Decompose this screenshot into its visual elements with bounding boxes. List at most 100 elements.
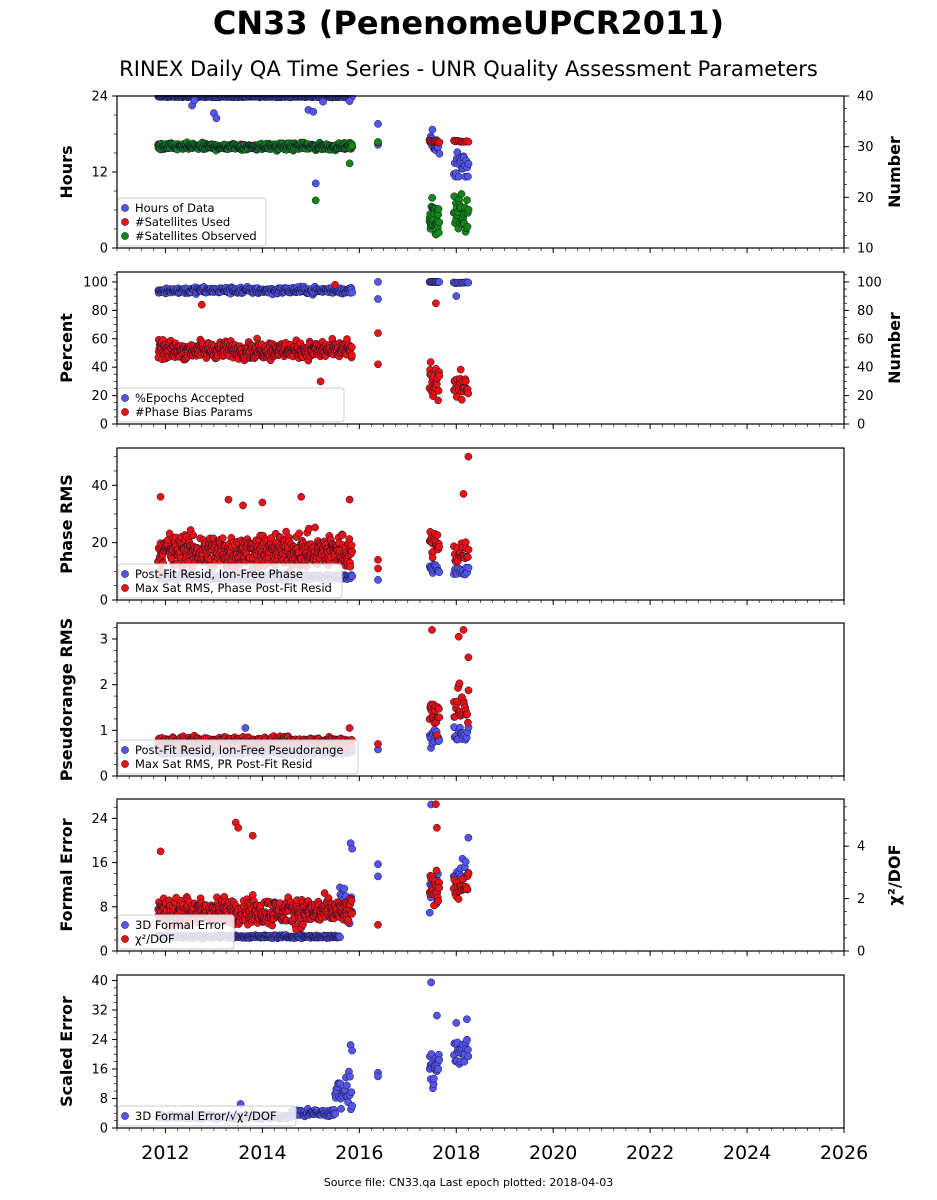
legend-marker [121, 204, 129, 212]
data-point [435, 149, 444, 158]
y-axis-label: Phase RMS [57, 474, 76, 574]
data-point [459, 626, 468, 634]
y-tick-label: 20 [91, 389, 108, 404]
legend-label: Max Sat RMS, PR Post-Fit Resid [135, 757, 312, 771]
data-point [316, 377, 325, 386]
legend-label: Post-Fit Resid, Ion-Free Phase [135, 567, 303, 581]
data-point [348, 351, 356, 360]
right-y-tick-label: 0 [857, 418, 865, 433]
y-tick-label: 60 [91, 332, 108, 347]
data-point [464, 553, 472, 561]
legend-label: %Epochs Accepted [135, 391, 244, 405]
data-point [456, 365, 465, 374]
data-point [464, 389, 473, 398]
data-point [428, 626, 436, 634]
data-point [464, 278, 473, 287]
series-green [154, 138, 473, 239]
right-y-tick-label: 80 [857, 304, 874, 319]
right-y-tick-label: 40 [857, 90, 874, 105]
legend: %Epochs Accepted#Phase Bias Params [117, 387, 345, 423]
y-tick-label: 100 [83, 275, 108, 290]
legend-marker [121, 760, 129, 768]
right-y-tick-label: 20 [857, 389, 874, 404]
data-point [311, 196, 320, 205]
y-tick-label: 24 [91, 90, 108, 105]
page-subtitle: RINEX Daily QA Time Series - UNR Quality… [119, 57, 818, 81]
data-point [374, 360, 382, 369]
data-point [190, 96, 199, 105]
data-point [311, 179, 320, 188]
panel-1: 020406080100Percent020406080100Number%Ep… [57, 271, 904, 433]
data-point [374, 278, 382, 286]
data-point [336, 933, 344, 942]
legend-marker [121, 584, 129, 592]
panel-3-points [154, 626, 473, 759]
legend-marker [121, 218, 129, 226]
data-point [258, 498, 267, 507]
data-point [428, 553, 437, 562]
data-point [239, 501, 247, 510]
data-point [434, 386, 443, 395]
y-axis-label: Pseudorange RMS [57, 618, 76, 781]
legend-label: Max Sat RMS, Phase Post-Fit Resid [135, 581, 332, 595]
data-point [345, 495, 354, 504]
data-point [156, 492, 165, 501]
data-point [348, 288, 357, 297]
data-point [454, 632, 463, 641]
data-point [425, 908, 434, 917]
data-point [374, 295, 382, 303]
data-point [433, 731, 441, 740]
data-point [433, 531, 442, 539]
data-point [464, 718, 472, 727]
data-point [435, 278, 444, 286]
data-point [374, 564, 382, 573]
y-tick-label: 80 [91, 304, 108, 319]
data-point [455, 679, 464, 688]
data-point [374, 740, 382, 748]
data-point [459, 490, 468, 498]
data-point [432, 299, 440, 308]
right-y-tick-label: 100 [857, 275, 882, 290]
legend-marker [121, 232, 129, 240]
data-point [374, 555, 382, 564]
y-tick-label: 40 [91, 479, 108, 494]
y-tick-label: 0 [100, 242, 108, 257]
data-point [345, 97, 354, 105]
data-point [461, 857, 470, 866]
data-point [374, 120, 382, 128]
data-point [340, 884, 349, 893]
legend-label: #Phase Bias Params [135, 405, 253, 419]
right-y-axis-label: Number [885, 312, 904, 384]
data-point [463, 196, 471, 204]
data-point [435, 568, 444, 577]
page-title: CN33 (PenenomeUPCR2011) [212, 4, 725, 42]
data-point [435, 543, 444, 551]
legend-box [117, 197, 267, 247]
data-point [311, 523, 319, 532]
data-point [241, 724, 250, 732]
data-point [457, 395, 466, 404]
data-point [435, 713, 444, 722]
legend: Post-Fit Resid, Ion-Free PseudorangeMax … [117, 739, 359, 775]
data-point [348, 844, 356, 853]
right-y-tick-label: 40 [857, 361, 874, 376]
right-y-tick-label: 30 [857, 140, 874, 155]
data-point [348, 142, 356, 150]
data-point [434, 205, 443, 213]
data-point [464, 137, 473, 146]
data-point [435, 218, 444, 227]
legend-label: Post-Fit Resid, Ion-Free Pseudorange [135, 743, 343, 757]
panel-0-points [154, 95, 473, 239]
legend-box [117, 387, 345, 423]
right-y-tick-label: 60 [857, 332, 874, 347]
data-point [319, 97, 327, 106]
data-point [212, 114, 221, 123]
data-point [426, 358, 435, 366]
data-point [464, 452, 473, 461]
